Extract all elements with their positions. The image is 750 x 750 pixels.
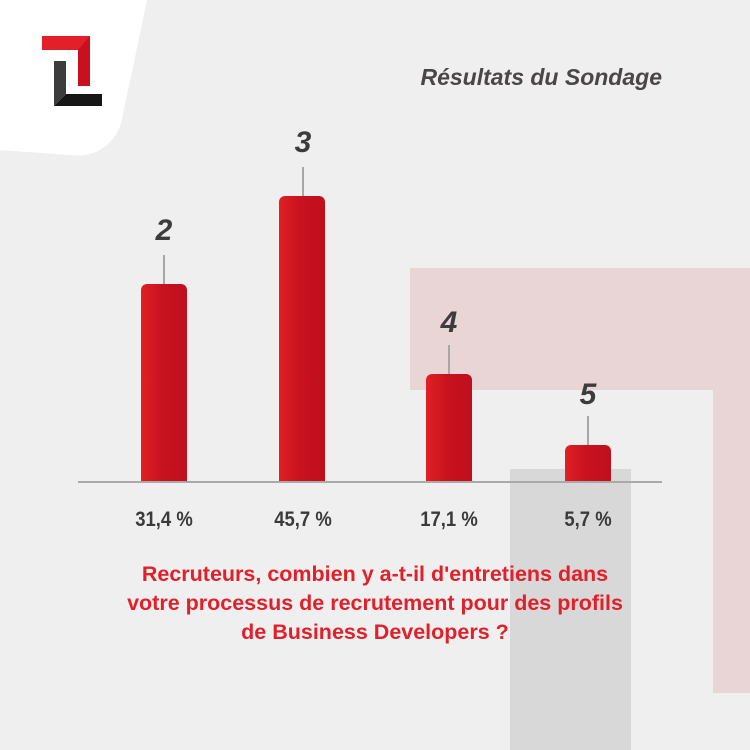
question-line: de Business Developers ? <box>241 620 509 644</box>
x-axis <box>78 481 662 483</box>
category-label: 3 <box>294 126 312 159</box>
category-label: 5 <box>579 378 597 411</box>
bar-5 <box>565 445 611 482</box>
percent-label: 17,1 % <box>420 508 478 531</box>
category-label: 4 <box>440 306 458 339</box>
leader-line <box>163 255 165 285</box>
percent-label: 45,7 % <box>274 508 332 531</box>
question-line: votre processus de recrutement pour des … <box>127 591 623 615</box>
decor-grey-column <box>510 469 631 750</box>
percent-label: 5,7 % <box>564 508 612 531</box>
leader-line <box>448 345 450 375</box>
decor-pink-band <box>410 268 750 390</box>
tl-logo-icon <box>42 36 102 106</box>
leader-line <box>587 416 589 446</box>
bar-2 <box>141 284 187 482</box>
category-label: 2 <box>155 214 173 247</box>
bar-4 <box>426 374 472 482</box>
decor-pink-column <box>713 268 750 693</box>
chart-title: Résultats du Sondage <box>420 64 662 90</box>
bar-3 <box>279 196 325 482</box>
question-line: Recruteurs, combien y a-t-il d'entretien… <box>141 562 609 586</box>
survey-question: Recruteurs, combien y a-t-il d'entretien… <box>40 560 710 647</box>
leader-line <box>302 167 304 197</box>
percent-label: 31,4 % <box>135 508 193 531</box>
